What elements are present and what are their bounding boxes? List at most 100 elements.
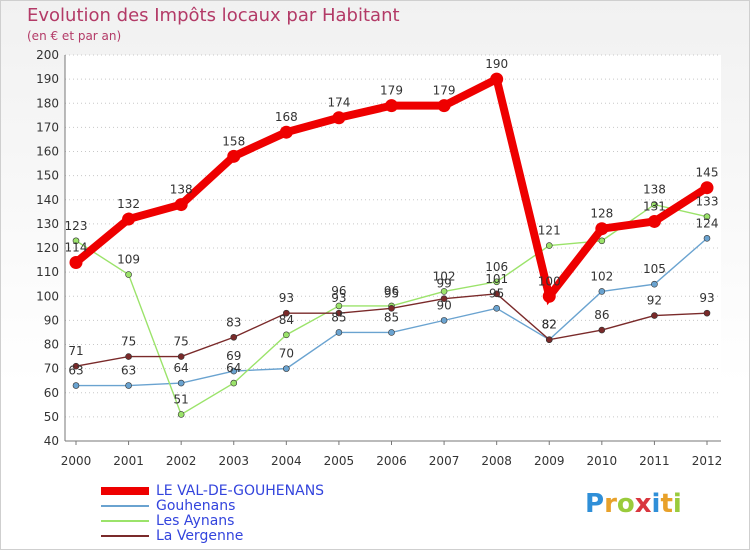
data-label: 99 — [436, 277, 451, 291]
data-label: 101 — [485, 272, 508, 286]
data-point — [335, 329, 343, 336]
legend-label: Gouhenans — [156, 498, 236, 514]
data-label: 82 — [542, 318, 557, 332]
chart-title: Evolution des Impôts locaux par Habitant — [27, 5, 400, 26]
data-label: 85 — [331, 310, 346, 324]
data-label: 75 — [174, 335, 189, 349]
data-label: 82 — [542, 318, 557, 332]
data-label: 93 — [699, 291, 714, 305]
data-label: 70 — [279, 347, 294, 361]
data-point — [230, 367, 238, 375]
legend-swatch — [101, 520, 149, 522]
y-tick-label: 40 — [44, 434, 59, 448]
y-tick-label: 80 — [44, 338, 59, 352]
data-label: 145 — [696, 166, 719, 180]
data-label: 138 — [170, 183, 193, 197]
x-tick-label: 2000 — [61, 454, 92, 468]
data-point — [493, 305, 500, 312]
data-label: 63 — [121, 364, 136, 378]
data-label: 105 — [643, 262, 666, 276]
x-tick-label: 2010 — [587, 454, 618, 468]
data-label: 100 — [538, 274, 561, 288]
legend-label: La Vergenne — [156, 528, 244, 544]
data-label: 71 — [68, 344, 83, 358]
data-point — [72, 362, 80, 370]
data-point — [69, 255, 83, 269]
y-tick-label: 90 — [44, 313, 59, 327]
data-point — [703, 309, 711, 317]
data-point — [283, 331, 290, 339]
x-tick-label: 2003 — [218, 454, 249, 468]
x-tick-label: 2001 — [113, 454, 144, 468]
x-tick-label: 2004 — [271, 454, 302, 468]
data-point — [72, 237, 80, 245]
data-point — [440, 317, 448, 324]
x-tick-label: 2012 — [692, 454, 723, 468]
data-label: 75 — [121, 335, 136, 349]
data-point — [647, 214, 661, 228]
data-label: 124 — [696, 216, 719, 230]
data-label: 69 — [226, 349, 241, 363]
y-tick-label: 120 — [36, 241, 59, 255]
line-chart: 40 50 60 70 80 90 100 110 120 130 140 150 160 170 180 1… — [36, 48, 723, 468]
data-label: 93 — [279, 291, 294, 305]
data-label: 179 — [433, 84, 456, 98]
data-label: 138 — [643, 183, 666, 197]
data-point — [545, 336, 553, 343]
data-label: 90 — [436, 298, 451, 312]
legend-swatch — [101, 505, 149, 507]
y-tick-label: 150 — [36, 169, 59, 183]
y-tick-label: 70 — [44, 362, 59, 376]
data-label: 158 — [222, 134, 245, 148]
data-point — [125, 353, 132, 360]
data-point — [490, 72, 504, 86]
legend-swatch — [101, 487, 149, 495]
data-point — [493, 290, 500, 298]
data-point — [177, 411, 185, 418]
data-point — [440, 295, 448, 302]
data-point — [227, 149, 241, 163]
data-label: 96 — [384, 284, 399, 298]
data-label: 63 — [68, 364, 83, 378]
data-point — [542, 289, 556, 303]
data-point — [174, 198, 188, 212]
data-point — [440, 288, 448, 295]
y-tick-label: 50 — [44, 410, 59, 424]
data-label: 131 — [643, 199, 666, 213]
data-label: 85 — [384, 310, 399, 324]
x-tick-label: 2007 — [429, 454, 460, 468]
data-point — [230, 379, 238, 387]
y-tick-label: 100 — [36, 289, 59, 303]
data-label: 121 — [538, 224, 561, 238]
data-point — [283, 365, 290, 372]
data-point — [283, 309, 290, 317]
data-label: 123 — [65, 219, 88, 233]
data-point — [700, 181, 714, 195]
y-tick-label: 140 — [36, 193, 59, 207]
legend-swatch — [101, 535, 149, 537]
y-tick-label: 170 — [36, 120, 59, 134]
data-point — [335, 302, 343, 310]
data-label: 102 — [433, 269, 456, 283]
y-tick-label: 60 — [44, 386, 59, 400]
data-label: 51 — [174, 392, 189, 406]
data-label: 92 — [647, 294, 662, 308]
y-tick-label: 130 — [36, 217, 59, 231]
y-tick-label: 190 — [36, 72, 59, 86]
data-point — [598, 237, 606, 245]
x-tick-label: 2002 — [166, 454, 197, 468]
data-label: 168 — [275, 110, 298, 124]
chart-subtitle: (en € et par an) — [27, 29, 122, 43]
data-point — [388, 329, 395, 336]
data-point — [385, 99, 398, 113]
data-point — [230, 333, 238, 341]
y-tick-label: 160 — [36, 145, 59, 159]
data-point — [437, 99, 451, 113]
data-point — [493, 278, 500, 286]
data-point — [177, 379, 185, 387]
data-point — [651, 312, 658, 319]
data-label: 83 — [226, 315, 241, 329]
data-point — [651, 280, 658, 288]
data-point — [388, 305, 395, 312]
